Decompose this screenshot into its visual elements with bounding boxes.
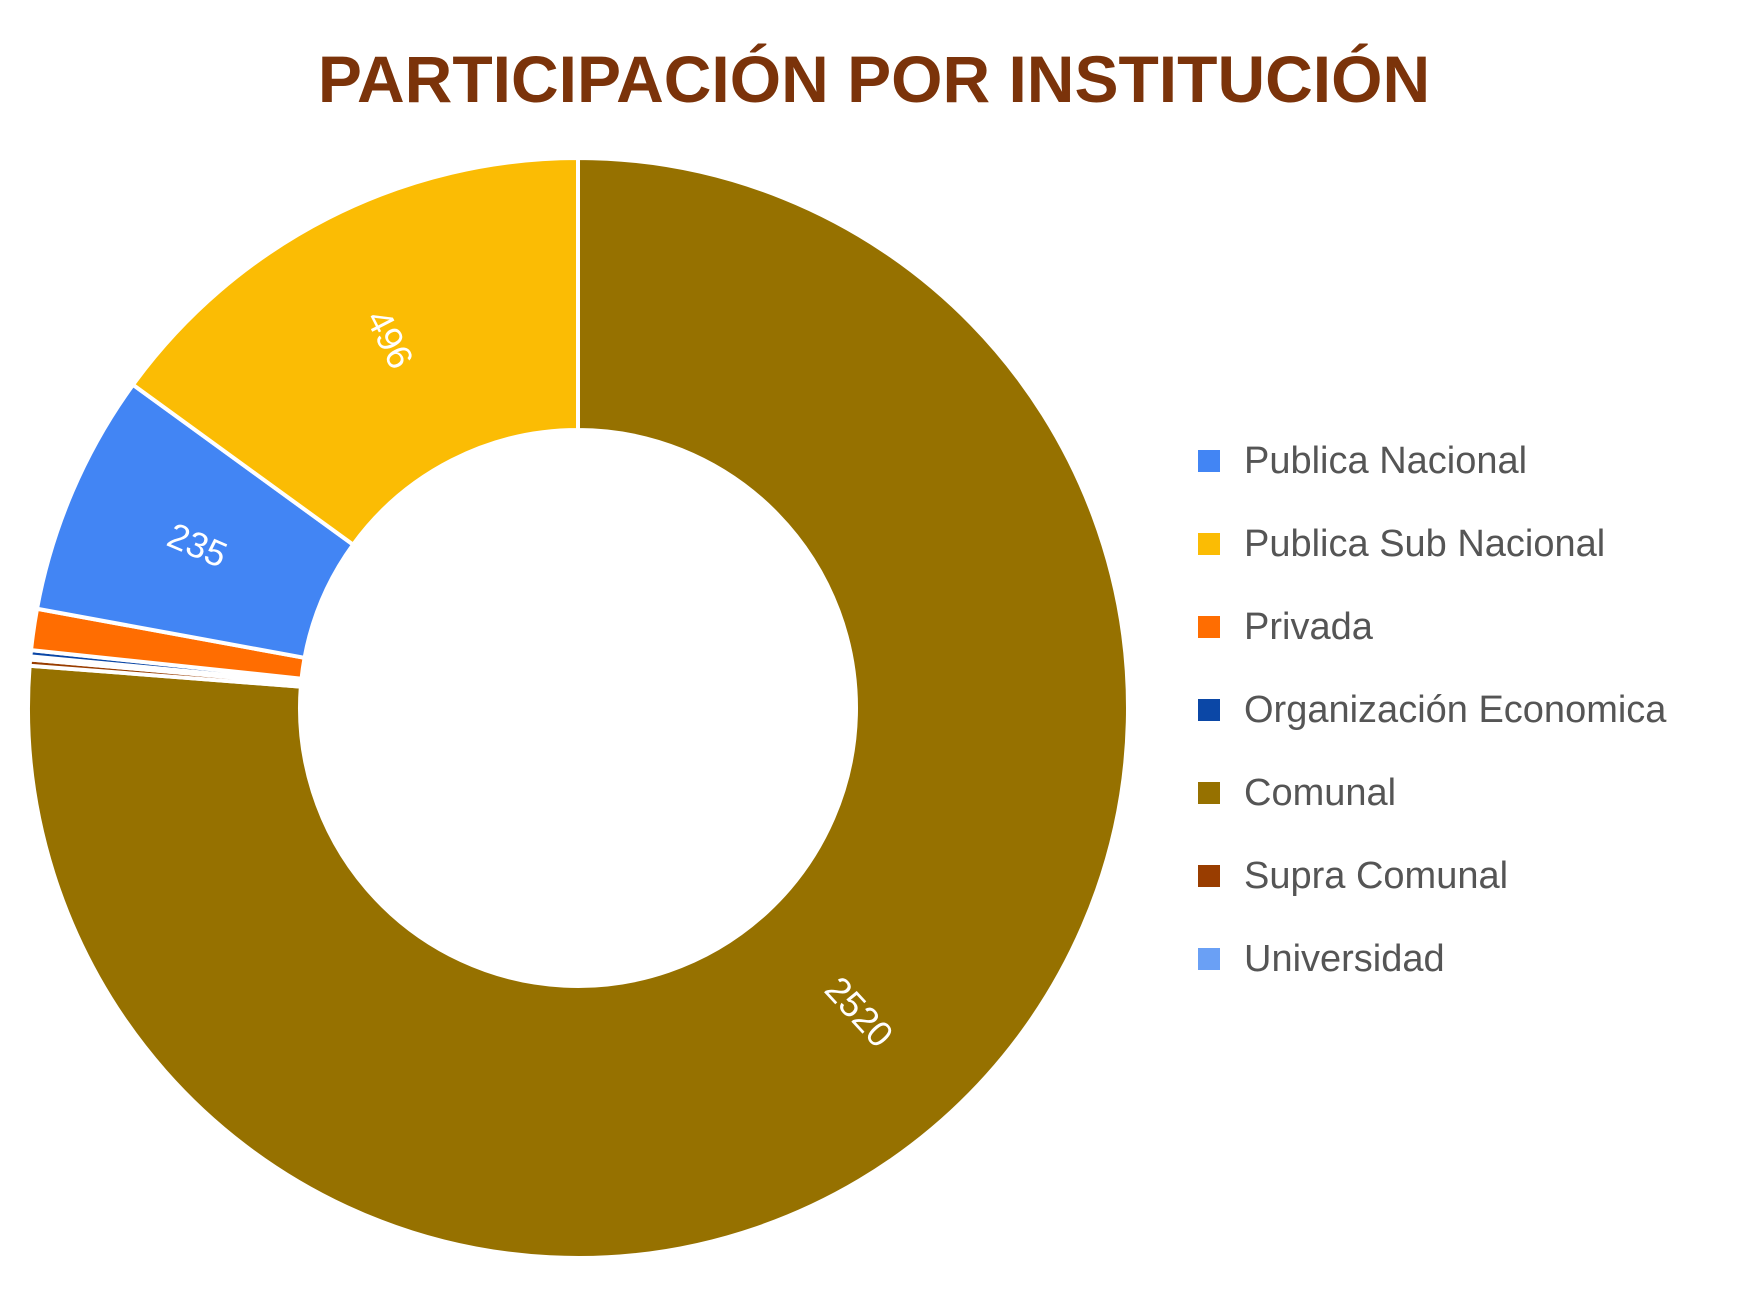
legend-item: Publica Nacional	[1198, 440, 1527, 482]
legend-swatch	[1198, 865, 1220, 887]
chart-title: PARTICIPACIÓN POR INSTITUCIÓN	[318, 42, 1430, 116]
legend-label: Organización Economica	[1244, 689, 1667, 731]
legend-item: Supra Comunal	[1198, 855, 1508, 897]
legend-item: Privada	[1198, 606, 1374, 648]
legend-swatch	[1198, 782, 1220, 804]
legend-swatch	[1198, 948, 1220, 970]
legend-swatch	[1198, 616, 1220, 638]
legend-label: Publica Nacional	[1244, 440, 1527, 482]
legend-label: Supra Comunal	[1244, 855, 1508, 897]
legend-label: Universidad	[1244, 938, 1445, 980]
slice-publica-sub-nacional	[130, 156, 580, 547]
legend-item: Publica Sub Nacional	[1198, 523, 1605, 565]
legend-item: Universidad	[1198, 938, 1445, 980]
legend-swatch	[1198, 699, 1220, 721]
legend-label: Publica Sub Nacional	[1244, 523, 1605, 565]
donut-slices	[26, 156, 1130, 1260]
legend-item: Organización Economica	[1198, 689, 1667, 731]
legend-swatch	[1198, 533, 1220, 555]
legend-swatch	[1198, 450, 1220, 472]
legend: Publica Nacional Publica Sub Nacional Priv…	[1198, 440, 1667, 980]
legend-label: Privada	[1244, 606, 1374, 648]
legend-item: Comunal	[1198, 772, 1396, 814]
legend-label: Comunal	[1244, 772, 1396, 814]
slice-comunal	[26, 156, 1130, 1260]
